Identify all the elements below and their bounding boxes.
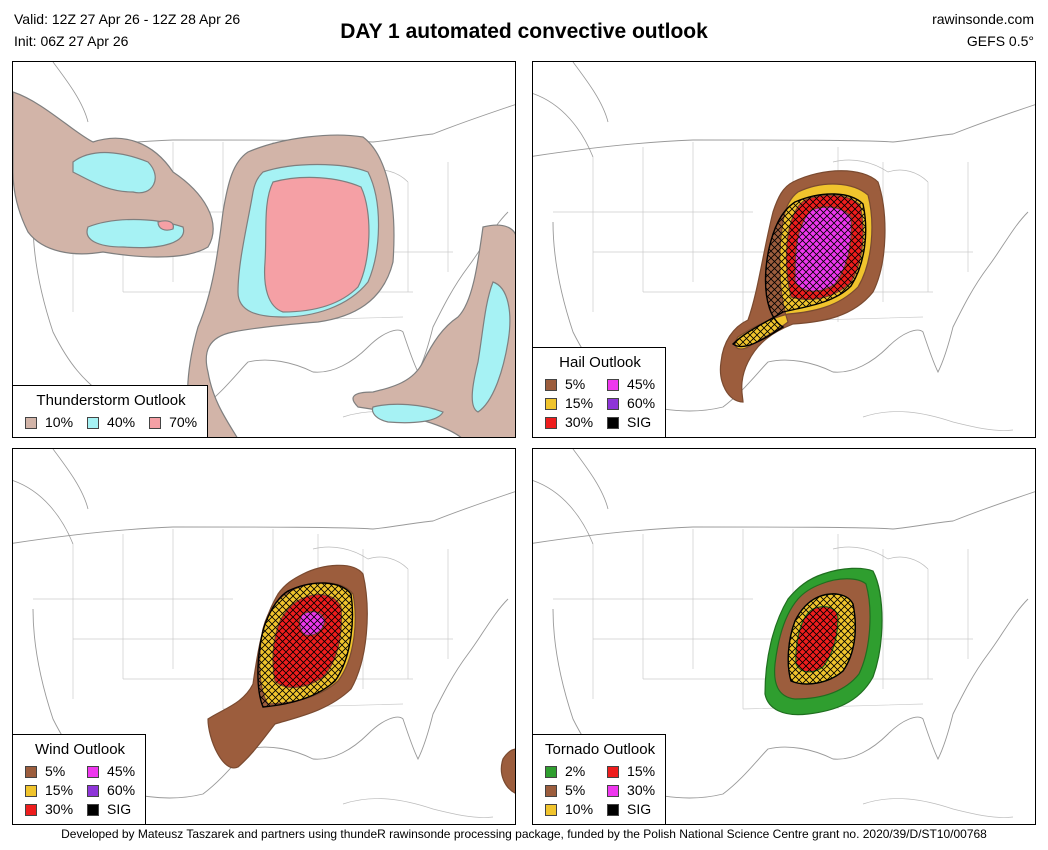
swatch [607, 378, 620, 391]
legend-label: 60% [627, 395, 656, 411]
wind-map [13, 449, 515, 818]
tornado-legend: Tornado Outlook 2% 5% 10% 15% 30% SIG [533, 734, 667, 824]
thunder-70-central [263, 176, 370, 313]
init-time: Init: 06Z 27 Apr 26 [14, 33, 129, 49]
legend-item-sig: SIG [87, 801, 135, 818]
wind-sig [257, 582, 354, 708]
legend-label: 10% [565, 801, 594, 817]
legend-label: SIG [107, 801, 132, 817]
tornado-map [533, 449, 1035, 818]
legend-label: SIG [627, 801, 652, 817]
thunderstorm-map [13, 62, 515, 437]
legend-item-10: 10% [545, 801, 593, 818]
legend-item-5: 5% [25, 763, 73, 780]
legend-title: Tornado Outlook [545, 741, 656, 758]
hail-sig [731, 193, 867, 348]
legend-item-sig: SIG [607, 801, 655, 818]
legend-title: Thunderstorm Outlook [36, 392, 186, 409]
legend-label: 45% [627, 376, 656, 392]
thunder-70-small [157, 220, 174, 231]
legend-title: Wind Outlook [35, 741, 126, 758]
legend-item-40: 40% [87, 414, 135, 431]
wind-legend: Wind Outlook 5% 15% 30% 45% 60% SIG [13, 734, 147, 824]
legend-label: 15% [45, 782, 74, 798]
legend-label: SIG [627, 414, 652, 430]
legend-item-70: 70% [149, 414, 197, 431]
thunder-40-gulf [371, 403, 444, 424]
swatch [149, 416, 162, 429]
swatch [87, 784, 100, 797]
legend-item-10: 10% [25, 414, 73, 431]
valid-time: Valid: 12Z 27 Apr 26 - 12Z 28 Apr 26 [14, 11, 241, 27]
legend-label: 60% [107, 782, 136, 798]
wind-5-east [500, 748, 515, 794]
legend-title: Hail Outlook [559, 354, 641, 371]
tornado-panel: Tornado Outlook 2% 5% 10% 15% 30% SIG [532, 448, 1036, 825]
page-title: DAY 1 automated convective outlook [340, 20, 708, 43]
swatch [25, 765, 37, 778]
legend-label: 30% [627, 782, 656, 798]
hail-map [533, 62, 1035, 431]
legend-item-15: 15% [607, 763, 655, 780]
swatch [545, 397, 557, 410]
wind-panel: Wind Outlook 5% 15% 30% 45% 60% SIG [12, 448, 516, 825]
legend-item-60: 60% [607, 395, 655, 412]
hail-panel: Hail Outlook 5% 15% 30% 45% 60% SIG [532, 61, 1036, 438]
swatch [607, 416, 620, 429]
legend-item-sig: SIG [607, 414, 655, 431]
swatch [545, 765, 557, 778]
legend-item-5: 5% [545, 376, 593, 393]
swatch [545, 784, 557, 797]
legend-item-30: 30% [25, 801, 73, 818]
legend-label: 5% [565, 782, 586, 798]
tornado-sig [787, 593, 856, 685]
legend-item-2: 2% [545, 763, 593, 780]
legend-label: 70% [169, 414, 198, 430]
legend-label: 30% [45, 801, 74, 817]
hail-legend: Hail Outlook 5% 15% 30% 45% 60% SIG [533, 347, 667, 437]
legend-item-30: 30% [607, 782, 655, 799]
swatch [25, 803, 37, 816]
swatch [545, 378, 557, 391]
legend-item-30: 30% [545, 414, 593, 431]
legend-item-5: 5% [545, 782, 593, 799]
swatch [545, 803, 557, 816]
swatch [545, 416, 557, 429]
footer-credits: Developed by Mateusz Taszarek and partne… [61, 827, 987, 841]
legend-label: 2% [565, 763, 586, 779]
legend-item-60: 60% [87, 782, 135, 799]
swatch [607, 784, 620, 797]
legend-label: 30% [565, 414, 594, 430]
swatch [607, 397, 620, 410]
legend-label: 15% [565, 395, 594, 411]
legend-label: 40% [107, 414, 136, 430]
legend-item-15: 15% [25, 782, 73, 799]
legend-label: 5% [45, 763, 66, 779]
legend-item-45: 45% [87, 763, 135, 780]
legend-item-15: 15% [545, 395, 593, 412]
swatch [25, 784, 37, 797]
site-name: rawinsonde.com [932, 11, 1034, 27]
model-name: GEFS 0.5° [966, 33, 1034, 49]
swatch [87, 416, 100, 429]
legend-label: 45% [107, 763, 136, 779]
legend-label: 10% [45, 414, 74, 430]
legend-item-45: 45% [607, 376, 655, 393]
thunder-40-west [72, 152, 156, 194]
swatch [87, 765, 100, 778]
swatch [607, 765, 620, 778]
swatch [87, 803, 100, 816]
thunderstorm-legend: Thunderstorm Outlook 10% 40% 70% [13, 385, 209, 437]
legend-label: 15% [627, 763, 656, 779]
thunderstorm-panel: Thunderstorm Outlook 10% 40% 70% [12, 61, 516, 438]
swatch [607, 803, 620, 816]
legend-label: 5% [565, 376, 586, 392]
swatch [25, 416, 37, 429]
thunder-40-east [471, 281, 511, 413]
